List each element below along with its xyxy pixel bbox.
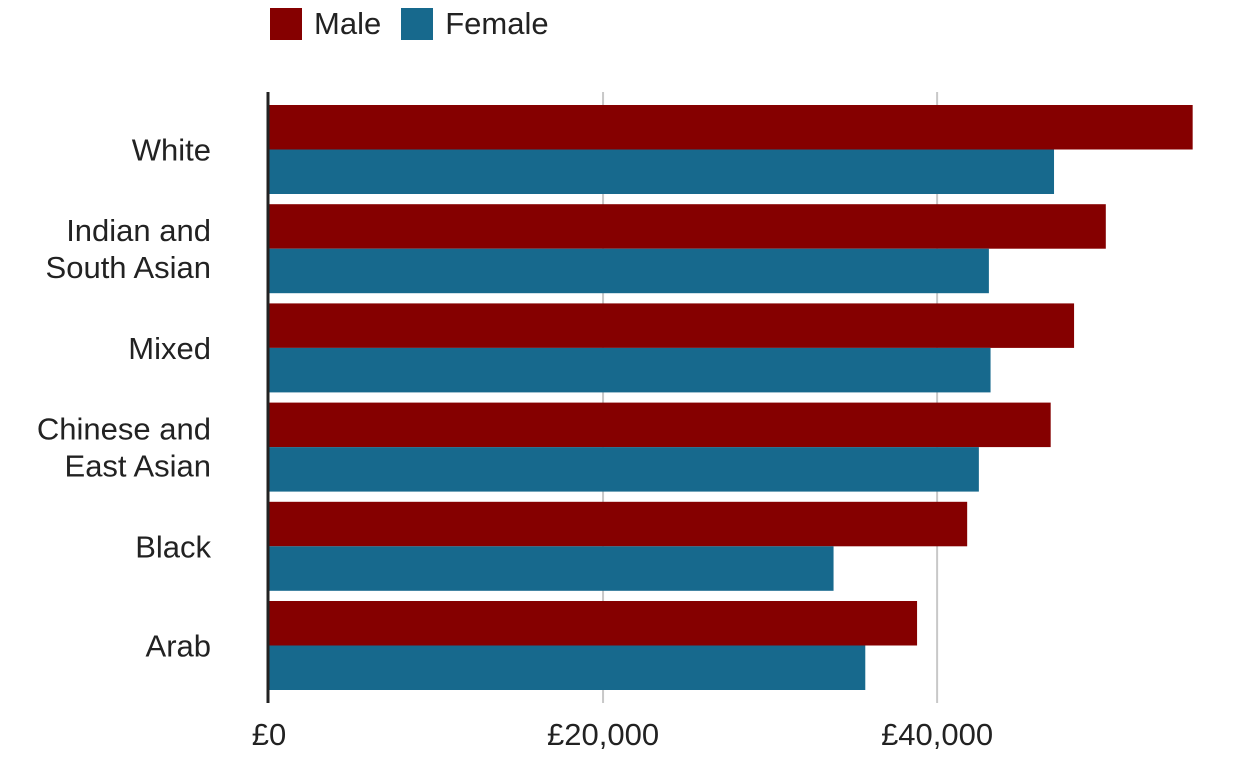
bar-female-0: [269, 149, 1055, 194]
bar-female-4: [269, 546, 834, 591]
x-tick-label-1: £20,000: [547, 717, 659, 752]
legend-item-female: Female: [401, 6, 549, 42]
legend-label-female: Female: [445, 6, 549, 41]
bar-female-1: [269, 248, 989, 294]
legend-swatch-female: [401, 8, 434, 40]
legend-label-male: Male: [314, 6, 382, 41]
bar-male-4: [269, 501, 968, 547]
legend-swatch-male: [270, 8, 302, 40]
bar-male-1: [269, 204, 1106, 249]
bar-female-5: [269, 645, 866, 690]
category-label-4: Black: [135, 529, 211, 564]
category-label-1: Indian and South Asian: [46, 213, 211, 285]
bar-male-0: [269, 105, 1193, 150]
bar-male-5: [269, 601, 918, 646]
legend: Male Female: [270, 6, 569, 42]
category-label-3: Chinese and East Asian: [37, 412, 211, 484]
x-tick-label-2: £40,000: [881, 717, 993, 752]
legend-item-male: Male: [270, 6, 381, 42]
category-label-2: Mixed: [128, 331, 211, 366]
x-tick-label-0: £0: [252, 717, 286, 752]
bar-male-3: [269, 402, 1051, 448]
bar-male-2: [269, 303, 1075, 348]
bar-female-2: [269, 347, 991, 393]
bar-female-3: [269, 447, 979, 492]
category-label-5: Arab: [146, 629, 211, 664]
category-label-0: White: [132, 133, 211, 168]
